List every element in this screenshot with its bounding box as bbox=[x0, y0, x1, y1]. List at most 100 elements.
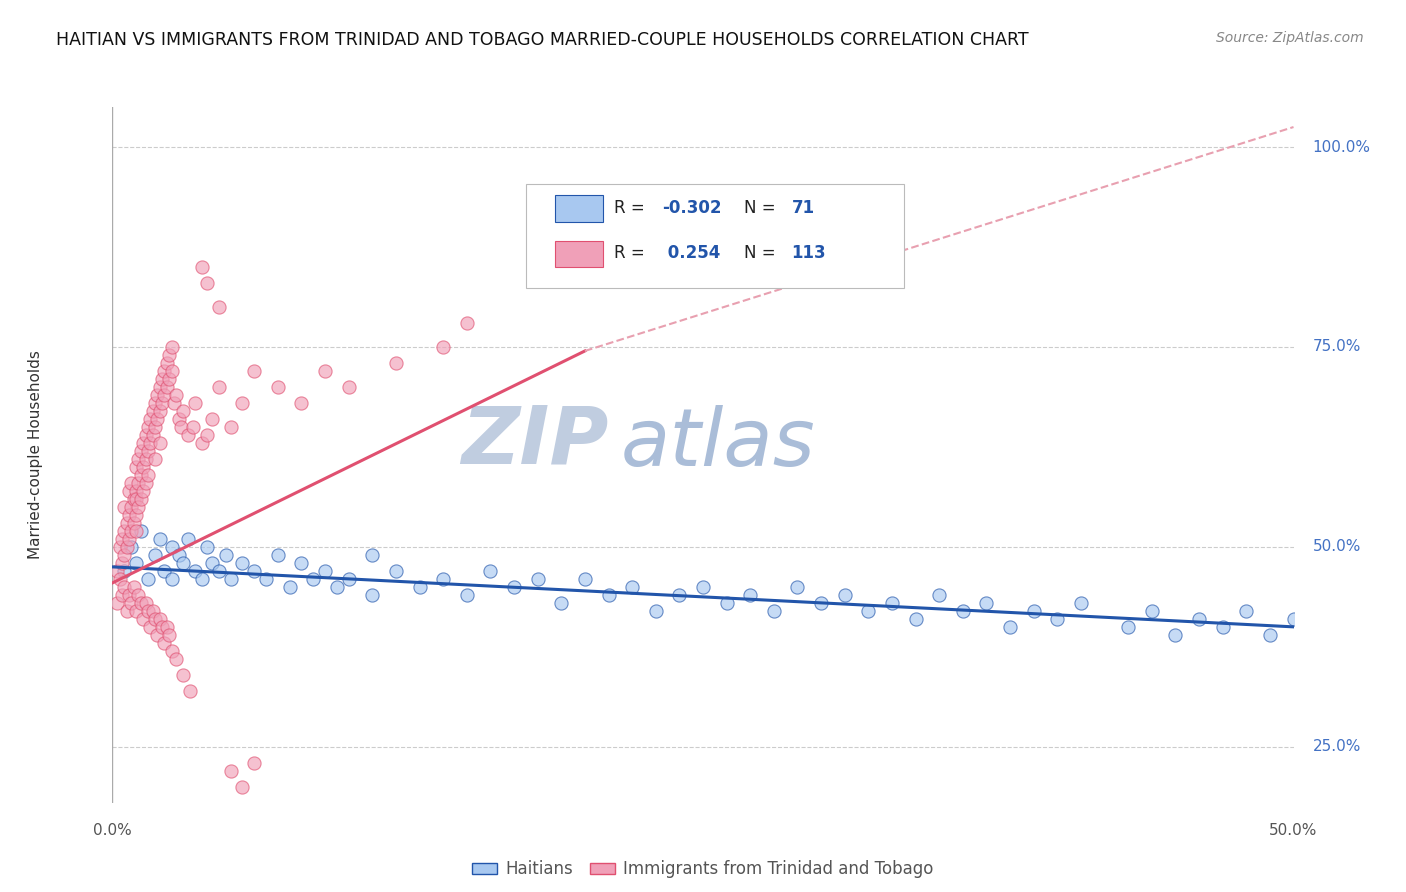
Point bbox=[111, 588, 134, 602]
Text: R =: R = bbox=[614, 244, 651, 262]
Text: Married-couple Households: Married-couple Households bbox=[28, 351, 44, 559]
Point bbox=[135, 428, 157, 442]
Point bbox=[125, 459, 148, 474]
Point bbox=[139, 436, 162, 450]
Point bbox=[157, 348, 180, 362]
Text: N =: N = bbox=[744, 244, 776, 262]
Point bbox=[156, 620, 179, 634]
Point bbox=[385, 356, 408, 370]
Text: 50.0%: 50.0% bbox=[1270, 822, 1317, 838]
Point bbox=[385, 564, 408, 578]
Text: 0.254: 0.254 bbox=[662, 244, 720, 262]
Point bbox=[163, 396, 186, 410]
Point bbox=[172, 556, 194, 570]
Point bbox=[136, 444, 159, 458]
Point bbox=[118, 508, 141, 522]
Point bbox=[150, 620, 173, 634]
Point bbox=[177, 532, 200, 546]
Text: R =: R = bbox=[614, 199, 651, 217]
Text: Source: ZipAtlas.com: Source: ZipAtlas.com bbox=[1216, 31, 1364, 45]
Point bbox=[135, 451, 157, 466]
Point bbox=[278, 580, 301, 594]
Point bbox=[149, 380, 172, 394]
Point bbox=[786, 580, 808, 594]
Point bbox=[120, 524, 142, 538]
Point bbox=[195, 428, 218, 442]
Point bbox=[125, 524, 148, 538]
Point bbox=[191, 436, 214, 450]
Point bbox=[1212, 620, 1234, 634]
Point bbox=[172, 668, 194, 682]
Point bbox=[598, 588, 620, 602]
Point bbox=[125, 483, 148, 498]
Point bbox=[118, 532, 141, 546]
Point bbox=[361, 548, 384, 562]
Point bbox=[115, 516, 138, 530]
Point bbox=[177, 428, 200, 442]
Point bbox=[136, 467, 159, 482]
Text: 75.0%: 75.0% bbox=[1312, 340, 1361, 354]
Point bbox=[231, 396, 253, 410]
Point bbox=[998, 620, 1021, 634]
Point bbox=[208, 380, 231, 394]
Point bbox=[952, 604, 974, 618]
Point bbox=[1282, 612, 1305, 626]
Point bbox=[181, 420, 204, 434]
Point bbox=[219, 764, 242, 778]
Point bbox=[150, 372, 173, 386]
Point bbox=[740, 588, 762, 602]
Point bbox=[644, 604, 666, 618]
Point bbox=[337, 572, 360, 586]
Text: 25.0%: 25.0% bbox=[1312, 739, 1361, 755]
Point bbox=[550, 596, 572, 610]
Point bbox=[1046, 612, 1069, 626]
Point bbox=[115, 604, 138, 618]
Point bbox=[129, 467, 152, 482]
Point bbox=[170, 420, 193, 434]
Point bbox=[122, 516, 145, 530]
Point bbox=[156, 380, 179, 394]
Point bbox=[122, 580, 145, 594]
Point bbox=[1234, 604, 1257, 618]
Text: 50.0%: 50.0% bbox=[1312, 540, 1361, 555]
Point bbox=[125, 604, 148, 618]
Legend: Haitians, Immigrants from Trinidad and Tobago: Haitians, Immigrants from Trinidad and T… bbox=[465, 854, 941, 885]
Point bbox=[129, 524, 152, 538]
Point bbox=[621, 580, 644, 594]
Point bbox=[105, 564, 128, 578]
Point bbox=[184, 396, 207, 410]
Point bbox=[108, 540, 131, 554]
Point bbox=[135, 596, 157, 610]
Point bbox=[142, 428, 165, 442]
Point bbox=[127, 500, 149, 514]
Point bbox=[716, 596, 738, 610]
Point bbox=[219, 572, 242, 586]
Text: 0.0%: 0.0% bbox=[93, 822, 132, 838]
Point bbox=[834, 588, 856, 602]
Point bbox=[142, 404, 165, 418]
Point bbox=[160, 340, 183, 354]
Point bbox=[191, 572, 214, 586]
Point bbox=[112, 524, 135, 538]
Point bbox=[243, 564, 266, 578]
Point bbox=[503, 580, 526, 594]
Point bbox=[146, 388, 169, 402]
Text: atlas: atlas bbox=[620, 406, 815, 483]
Point bbox=[302, 572, 325, 586]
Point bbox=[165, 388, 187, 402]
Point bbox=[125, 556, 148, 570]
Point bbox=[156, 356, 179, 370]
Point bbox=[1022, 604, 1045, 618]
Point bbox=[149, 404, 172, 418]
Point bbox=[120, 540, 142, 554]
Point bbox=[127, 588, 149, 602]
Point bbox=[153, 564, 176, 578]
Point bbox=[143, 548, 166, 562]
Point bbox=[129, 596, 152, 610]
FancyBboxPatch shape bbox=[526, 184, 904, 288]
Point bbox=[290, 396, 312, 410]
Point bbox=[157, 372, 180, 386]
Point bbox=[118, 588, 141, 602]
Point bbox=[132, 612, 155, 626]
Point bbox=[120, 475, 142, 490]
